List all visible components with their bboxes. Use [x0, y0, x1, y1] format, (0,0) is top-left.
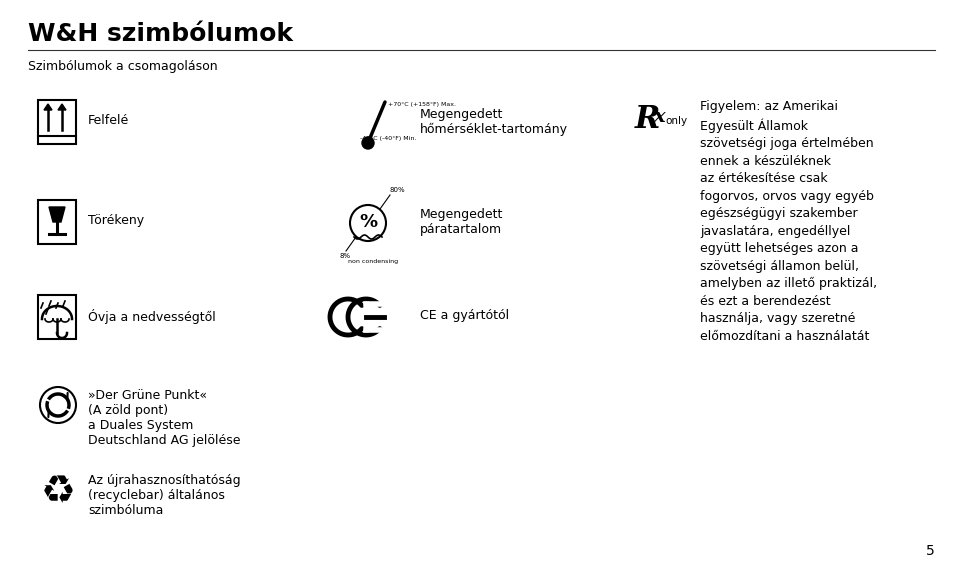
Text: non condensing: non condensing: [348, 259, 398, 264]
Text: Figyelem: az Amerikai
Egyesült Államok
szövetségi joga értelmében
ennek a készül: Figyelem: az Amerikai Egyesült Államok s…: [700, 100, 877, 343]
Text: W&H szimbólumok: W&H szimbólumok: [28, 22, 293, 46]
Polygon shape: [44, 104, 52, 110]
Text: 8%: 8%: [340, 253, 351, 259]
Text: »Der Grüne Punkt«
(A zöld pont)
a Duales System
Deutschland AG jelölése: »Der Grüne Punkt« (A zöld pont) a Duales…: [88, 389, 241, 447]
Text: only: only: [665, 116, 687, 126]
Text: %: %: [359, 213, 377, 231]
Text: 80%: 80%: [390, 187, 406, 193]
Text: Szimbólumok a csomagoláson: Szimbólumok a csomagoláson: [28, 60, 218, 73]
Text: Felfelé: Felfelé: [88, 114, 130, 127]
Polygon shape: [58, 104, 66, 110]
Text: Törékeny: Törékeny: [88, 214, 144, 227]
Text: R: R: [635, 104, 660, 135]
Text: 5: 5: [926, 544, 935, 558]
Text: x: x: [653, 108, 664, 126]
Text: Megengedett
páratartalom: Megengedett páratartalom: [420, 208, 503, 236]
Polygon shape: [49, 207, 65, 222]
Circle shape: [362, 137, 374, 149]
Text: Az újrahasznosíthatóság
(recyclebar) általános
szimbóluma: Az újrahasznosíthatóság (recyclebar) ált…: [88, 474, 241, 517]
Text: ♻: ♻: [40, 473, 76, 511]
Text: Óvja a nedvességtől: Óvja a nedvességtől: [88, 309, 216, 324]
Text: +70°C (+158°F) Max.: +70°C (+158°F) Max.: [388, 102, 456, 107]
Text: -40°C (-40°F) Min.: -40°C (-40°F) Min.: [360, 136, 417, 141]
Text: Megengedett
hőmérséklet-tartomány: Megengedett hőmérséklet-tartomány: [420, 108, 568, 136]
Text: CE a gyártótól: CE a gyártótól: [420, 309, 509, 322]
